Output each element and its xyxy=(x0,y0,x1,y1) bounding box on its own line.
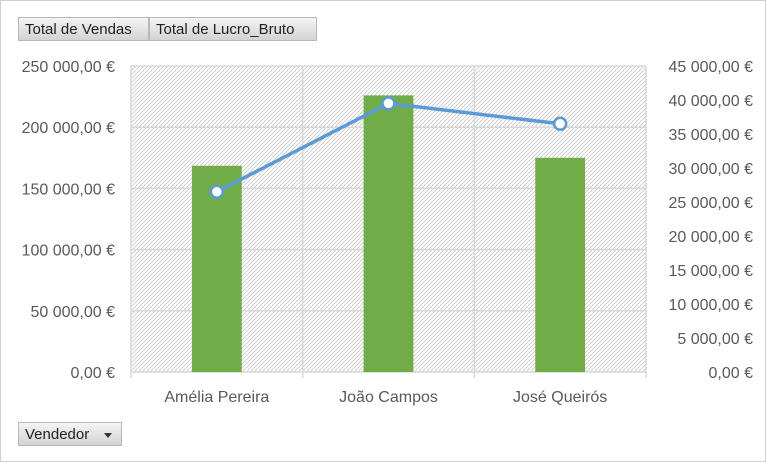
right-tick-label: 35 000,00 € xyxy=(668,127,753,144)
right-tick-label: 10 000,00 € xyxy=(668,297,753,314)
right-tick-label: 5 000,00 € xyxy=(677,331,753,348)
line-point xyxy=(209,184,225,200)
category-label: Amélia Pereira xyxy=(164,389,269,406)
right-axis-labels: 0,00 € 5 000,00 € 10 000,00 € 15 000,00 € 20… xyxy=(668,59,753,382)
right-tick-label: 0,00 € xyxy=(709,365,754,382)
right-tick-label: 20 000,00 € xyxy=(668,229,753,246)
right-tick-label: 45 000,00 € xyxy=(668,59,753,76)
line-point xyxy=(552,116,568,132)
bar xyxy=(363,95,414,372)
left-tick-label: 200 000,00 € xyxy=(22,120,116,137)
left-tick-label: 150 000,00 € xyxy=(22,181,116,198)
left-axis-labels: 0,00 € 50 000,00 € 100 000,00 € 150 000,00 … xyxy=(22,59,116,382)
right-tick-label: 25 000,00 € xyxy=(668,195,753,212)
vendedor-label: Vendedor xyxy=(25,426,90,443)
right-tick-label: 40 000,00 € xyxy=(668,93,753,110)
left-tick-label: 100 000,00 € xyxy=(22,243,116,260)
dropdown-arrow-icon[interactable] xyxy=(104,433,112,438)
category-axis-labels: Amélia Pereira João Campos José Queirós xyxy=(164,389,607,406)
category-label: José Queirós xyxy=(513,389,607,406)
category-label: João Campos xyxy=(339,389,438,406)
right-tick-label: 15 000,00 € xyxy=(668,263,753,280)
left-tick-label: 250 000,00 € xyxy=(22,59,116,76)
field-button-total-vendas[interactable]: Total de Vendas xyxy=(18,17,149,41)
bar xyxy=(191,165,242,372)
right-tick-label: 30 000,00 € xyxy=(668,161,753,178)
field-button-total-lucro-bruto[interactable]: Total de Lucro_Bruto xyxy=(149,17,317,41)
line-series xyxy=(209,96,568,200)
line-point xyxy=(381,96,396,111)
left-tick-label: 0,00 € xyxy=(71,365,116,382)
bar xyxy=(535,157,586,372)
left-tick-label: 50 000,00 € xyxy=(30,304,115,321)
bar-series xyxy=(191,95,586,372)
field-button-vendedor[interactable]: Vendedor xyxy=(18,422,122,446)
